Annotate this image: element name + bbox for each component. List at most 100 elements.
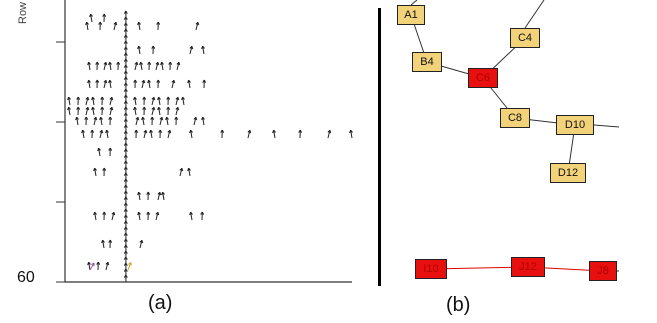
vector-arrow-head — [109, 116, 113, 120]
vector-arrow-head — [190, 129, 193, 133]
vector-arrow — [93, 117, 97, 126]
vector-arrow-head — [125, 232, 128, 236]
vector-arrow — [134, 62, 138, 71]
vector-arrow-head — [158, 96, 161, 100]
graph-node-d12: D12 — [550, 163, 586, 183]
vector-arrow — [190, 130, 193, 139]
vector-arrow-head — [103, 167, 107, 171]
vector-arrow — [195, 22, 199, 31]
vector-arrow — [189, 46, 193, 55]
graph-node-i10: I10 — [415, 259, 447, 279]
vector-arrow-head — [125, 94, 128, 98]
vector-arrow — [142, 117, 145, 126]
vector-arrow — [76, 117, 79, 126]
vector-arrow — [162, 192, 165, 201]
vector-arrow-head — [100, 116, 103, 120]
vector-arrow-head — [125, 262, 128, 266]
vector-arrow — [159, 117, 163, 126]
vector-arrow — [171, 80, 175, 89]
vector-arrow-head — [125, 274, 128, 278]
vector-arrow — [176, 62, 180, 71]
vector-arrow-head — [191, 46, 194, 50]
vector-arrow — [88, 262, 91, 271]
vector-arrow-head — [134, 106, 137, 110]
vector-arrow-head — [157, 79, 161, 83]
vector-arrow-head — [107, 262, 110, 266]
vector-arrow-head — [157, 62, 160, 66]
vector-arrow-head — [147, 191, 151, 195]
graph-node-d10: D10 — [556, 115, 594, 135]
vector-arrow-head — [153, 97, 156, 101]
vector-arrow-head — [178, 62, 181, 66]
vector-arrows — [67, 10, 353, 283]
vector-arrow-head — [125, 244, 128, 248]
vector-arrow — [103, 62, 107, 71]
vector-arrow — [141, 80, 145, 89]
vector-arrow — [89, 262, 95, 271]
vector-arrow-head — [125, 250, 128, 254]
vector-arrow — [350, 130, 353, 139]
vector-arrow — [158, 107, 161, 116]
graph-edge-offscreen — [410, 0, 418, 6]
vector-arrow — [188, 168, 191, 177]
vector-arrow-head — [103, 13, 107, 17]
vector-arrow-head — [138, 45, 141, 49]
vector-arrow-head — [159, 129, 163, 133]
vector-arrow-head — [135, 129, 139, 133]
vector-arrow-head — [125, 256, 128, 260]
vector-arrow-head — [76, 116, 79, 120]
vector-arrow-head — [125, 112, 128, 116]
vector-arrow-head — [138, 211, 141, 215]
vector-arrow-head — [125, 136, 128, 140]
vector-arrow — [82, 130, 85, 139]
vector-arrow — [85, 97, 89, 106]
vector-arrow-head — [125, 124, 128, 128]
vector-arrow-head — [88, 261, 91, 265]
vector-arrow-head — [125, 28, 128, 32]
vector-arrow-head — [329, 130, 332, 134]
vector-arrow-head — [102, 239, 105, 243]
vector-arrow-head — [173, 80, 176, 84]
vector-arrow-head — [87, 107, 90, 111]
vector-arrow — [106, 130, 109, 139]
vector-arrow-head — [125, 214, 128, 218]
vector-arrow — [157, 192, 161, 201]
vector-arrow — [100, 117, 103, 126]
vector-arrow — [140, 62, 143, 71]
vector-arrow-head — [125, 226, 128, 230]
vector-arrow-head — [92, 96, 95, 100]
vector-arrow-head — [201, 211, 205, 215]
vector-arrow-head — [125, 118, 128, 122]
vector-arrow-head — [68, 106, 71, 110]
vector-arrow-head — [125, 190, 128, 194]
vector-arrow-head — [77, 106, 81, 110]
vector-arrow-head — [148, 61, 152, 65]
vector-arrow-head — [125, 130, 128, 134]
vector-arrow-head — [106, 129, 109, 133]
vector-arrow-head — [125, 16, 128, 20]
vector-arrow-head — [150, 129, 153, 133]
panel-a-vector-plot: Row 60 (a) — [17, 0, 353, 314]
vector-arrow-head — [87, 97, 90, 101]
vector-arrow-head — [138, 21, 141, 25]
vector-arrow-head — [125, 100, 128, 104]
vector-arrow-head — [88, 61, 91, 65]
vector-arrow — [155, 62, 159, 71]
vector-arrow-head — [125, 88, 128, 92]
vector-arrow-head — [197, 22, 200, 26]
vector-arrow-head — [182, 96, 185, 100]
vector-arrow-head — [125, 238, 128, 242]
vector-arrow — [139, 240, 143, 249]
vector-arrow-head — [177, 97, 180, 101]
vector-arrow-head — [125, 160, 128, 164]
vector-arrow-head — [350, 129, 353, 133]
vector-arrow-head — [113, 212, 116, 216]
vector-arrow — [134, 97, 137, 106]
vector-arrow-head — [159, 192, 162, 196]
vector-arrow-head — [125, 64, 128, 68]
vector-arrow-head — [105, 62, 108, 66]
vector-arrow-head — [86, 21, 89, 25]
vector-arrow-head — [111, 107, 114, 111]
vector-arrow-head — [125, 76, 128, 80]
vector-arrow — [190, 212, 193, 221]
